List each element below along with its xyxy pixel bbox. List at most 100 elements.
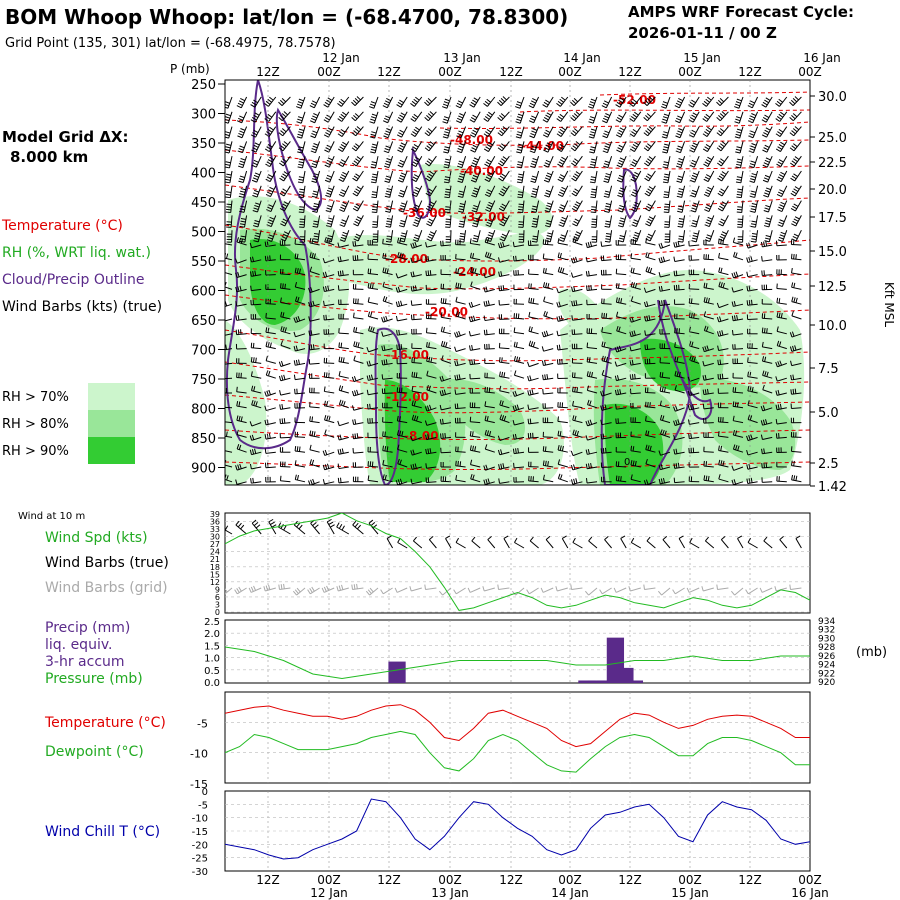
wind-barb-flag xyxy=(456,150,462,154)
wind-barb xyxy=(528,377,539,382)
bottom-time-tick: 12Z xyxy=(618,873,642,887)
wind-barb-flag xyxy=(268,219,274,223)
wind-barb-flag xyxy=(500,205,505,210)
wind-barb-flag xyxy=(279,475,282,481)
wind-barb-flag xyxy=(736,116,742,119)
wind-barb-flag xyxy=(383,102,389,106)
wind-barb xyxy=(616,465,627,468)
wind-barb-flag xyxy=(676,180,682,184)
wind-barb-flag xyxy=(590,284,592,291)
wind-barb-flag xyxy=(750,225,756,228)
wind-barb xyxy=(747,361,758,364)
wind-barb-flag xyxy=(236,237,239,243)
temp-label: -36.00 xyxy=(403,206,446,220)
wind-barb-flag xyxy=(498,478,501,484)
wind-barb xyxy=(354,96,364,106)
wind-barb xyxy=(328,126,335,138)
wind-barb xyxy=(295,257,306,261)
wind-barb-flag xyxy=(398,329,400,335)
wind-barb xyxy=(514,407,525,412)
wind-barb-flag xyxy=(547,461,549,467)
wind-barb-flag xyxy=(225,121,229,124)
wind-barb-flag xyxy=(471,147,477,151)
wind-barb-flag xyxy=(235,479,238,485)
wind-barb xyxy=(767,170,773,183)
wind-barb xyxy=(490,230,496,242)
wind-barb-flag xyxy=(265,312,267,319)
wind-barb-flag xyxy=(674,385,677,391)
wind-barb xyxy=(225,348,233,351)
wind-barb xyxy=(265,436,276,440)
wind-barb-flag xyxy=(542,134,548,138)
wind-barb-flag xyxy=(731,479,734,485)
wind-barb-flag xyxy=(605,113,611,116)
wind-barb-flag xyxy=(790,253,793,259)
wind-barb xyxy=(255,126,262,138)
wind-barb xyxy=(382,464,393,468)
wind-barb-flag xyxy=(264,241,267,247)
wind-barb-flag xyxy=(312,130,318,134)
wind-barb-flag xyxy=(339,239,345,242)
wind-barb xyxy=(225,303,233,308)
wind-barb-flag xyxy=(410,118,416,122)
wind-barb xyxy=(720,539,729,549)
wind-barb-flag xyxy=(605,203,611,206)
wind-barb-flag xyxy=(517,163,523,166)
wind-barb xyxy=(499,466,510,470)
wind-barb-flag xyxy=(337,270,340,277)
pressure-tick: 750 xyxy=(191,373,216,388)
wind-barb xyxy=(282,126,291,137)
wind-barb-flag xyxy=(645,237,648,243)
wind-barb xyxy=(572,391,583,394)
wind-barb xyxy=(338,481,349,484)
wind-barb-flag xyxy=(619,97,625,101)
wind-barb-flag xyxy=(676,163,682,166)
wind-barb-flag xyxy=(705,98,710,103)
wind-barb-flag xyxy=(588,121,594,124)
wind-barb xyxy=(268,126,277,137)
wind-barb xyxy=(528,362,539,368)
wind-barb-flag xyxy=(663,196,669,199)
wind-barb-flag xyxy=(645,479,649,485)
wind-barb-flag xyxy=(323,386,326,392)
wind-barb-flag xyxy=(444,193,450,196)
wind-barb-flag xyxy=(517,113,523,117)
wind-barb-flag xyxy=(545,237,552,240)
wind-barb-flag xyxy=(602,433,605,439)
wind-barb xyxy=(430,215,437,227)
wind-barb-flag xyxy=(571,99,577,105)
wind-barb-flag xyxy=(658,286,661,292)
wind-barb-flag xyxy=(748,463,751,469)
wind-barb xyxy=(237,259,247,264)
wind-barb-flag xyxy=(311,148,317,151)
wind-barb xyxy=(644,587,656,591)
wind-barb-flag xyxy=(532,205,538,208)
wind-barb-flag xyxy=(488,430,492,437)
wind-barb xyxy=(324,419,335,424)
wind-barb-flag xyxy=(532,341,536,348)
wind-barb-flag xyxy=(239,178,245,181)
wind-barb-flag xyxy=(308,344,311,350)
wind-barb xyxy=(543,348,554,352)
wind-barb-flag xyxy=(513,327,516,333)
wind-barb xyxy=(601,466,612,469)
wind-barb-flag xyxy=(557,100,563,105)
wind-barb xyxy=(660,419,671,424)
wind-barb-flag xyxy=(280,311,283,317)
wind-barb-flag xyxy=(396,415,399,421)
wind-barb xyxy=(646,540,656,549)
cloud-outlines xyxy=(225,80,713,485)
wind-barb-flag xyxy=(367,475,370,481)
wind-barb xyxy=(542,587,554,593)
wind-barb-flag xyxy=(545,144,551,148)
wind-barb xyxy=(375,185,379,198)
wind-barb-flag xyxy=(790,177,795,182)
wind-barb-flag xyxy=(542,119,548,123)
wind-barb-flag xyxy=(691,174,697,178)
wind-barb xyxy=(547,155,554,168)
wind-barb-flag xyxy=(643,301,647,307)
wind-barb-flag xyxy=(220,591,223,595)
wind-barb xyxy=(572,241,583,246)
wind-barb-flag xyxy=(500,220,506,225)
bottom-time-tick: 00Z xyxy=(317,873,341,887)
